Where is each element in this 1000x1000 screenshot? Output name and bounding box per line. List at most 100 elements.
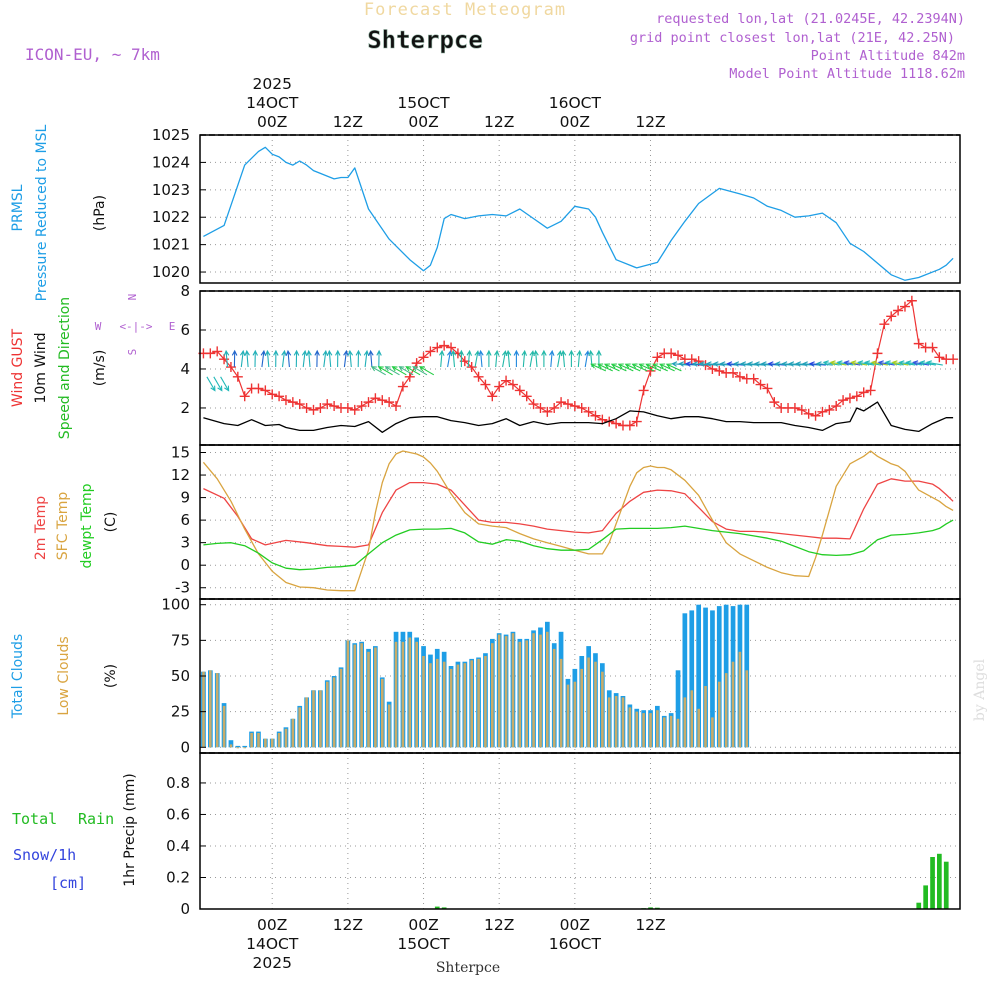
low-clouds-bar [546,631,549,748]
wind-arrow [474,350,480,368]
gust-marker [755,379,766,390]
low-clouds-bar [360,643,363,748]
label-total: Total [12,810,57,828]
panel-grid-pressure [200,134,960,283]
wind-arrow [264,349,271,368]
wind-arrow [363,349,370,368]
low-clouds-bar [511,633,515,748]
gust-marker [225,362,236,373]
y-tick-label-temperature: 0 [180,556,190,574]
wind-arrow [446,350,453,368]
gust-marker [487,391,498,402]
gust-marker [535,402,546,413]
low-clouds-bar [663,717,666,748]
model-label: ICON-EU, ~ 7km [25,45,160,64]
requested-coords: requested lon,lat (21.0245E, 42.2394N) [656,11,965,27]
gust-marker [308,404,319,415]
wind-arrow [273,349,279,368]
gust-marker [893,305,904,316]
wind-arrow [624,363,641,372]
panel-grid-temperature [200,445,960,599]
y-tick-label-pressure: 1022 [152,208,190,226]
wind-arrow [645,363,662,372]
y-tick-label-wind: 6 [180,321,190,339]
time-label-bottom: 16OCT [549,935,602,953]
panel-grid-precip [200,753,960,910]
time-label-bottom: 12Z [333,916,363,934]
gust-marker [948,354,959,365]
wind-arrow [925,360,943,366]
gust-marker [858,387,869,398]
low-clouds-bar [381,678,384,748]
low-clouds-bar [491,643,494,748]
low-clouds-bar [594,661,597,748]
gust-marker [301,402,312,413]
label-speed-direction: Speed and Direction [57,297,73,439]
low-clouds-bar [229,744,233,748]
y-tick-label-precip: 0.2 [166,868,190,886]
gust-marker [666,348,677,359]
low-clouds-bar [642,713,645,748]
gust-marker [397,381,408,392]
low-clouds-bar [539,634,542,748]
gust-marker [638,385,649,396]
wind-arrow [529,350,535,368]
gust-marker [549,402,560,413]
wind-arrow [281,349,287,368]
y-tick-label-wind: 4 [180,360,190,378]
rain-bar [434,906,440,909]
low-clouds-bar [504,636,508,748]
wind-arrow [568,349,575,367]
model-point-altitude: Model Point Altitude 1118.62m [729,66,965,82]
low-clouds-bar [291,718,295,748]
wind-arrow [610,363,627,372]
wind-arrow [314,349,320,368]
time-label-bottom: 2025 [252,954,291,972]
wind-arrow [617,363,634,372]
gust-marker [803,408,814,419]
gust-marker [446,342,457,353]
footer-location: Shterpce [436,960,500,976]
low-clouds-bar [442,661,446,748]
gust-marker [796,404,807,415]
rain-bar [943,861,949,909]
low-clouds-bar [222,705,226,748]
wind-arrow [560,349,567,368]
gust-marker [267,389,278,400]
gust-marker [260,385,271,396]
compass-rose-icon: N S W E <-|-> [95,294,176,356]
low-clouds-bar [628,707,632,748]
time-label-bottom: 12Z [484,916,514,934]
low-clouds-bar [676,718,680,748]
wind-arrow [260,349,267,368]
low-clouds-bar [305,697,308,748]
wind-arrow [398,366,414,376]
gust-marker [831,401,842,412]
label-10m-wind: 10m Wind [33,332,49,403]
time-label-top: 00Z [257,113,287,131]
label-wind-gust: Wind GUST [10,328,26,407]
wind-arrow [521,349,528,368]
gust-marker [253,383,264,394]
rain-bar [648,907,653,909]
wind-arrow [213,376,223,392]
wind-arrow [391,366,407,376]
wind-arrow [370,366,386,376]
gust-marker [652,352,663,363]
low-clouds-bar [387,704,391,748]
series-line-prmsl [203,146,954,281]
low-clouds-bar [353,644,357,748]
total-clouds-bar [716,606,722,748]
time-label-top: 16OCT [549,94,602,112]
gust-marker [734,371,745,382]
grid [200,134,960,910]
rain-bar [937,853,942,909]
low-clouds-bar [573,681,577,748]
y-tick-label-pressure: 1025 [152,126,190,144]
low-clouds-bar [621,697,625,748]
low-clouds-bar [326,681,329,748]
gust-marker [363,397,374,408]
wind-arrow [322,349,329,368]
wind-arrow [533,349,539,368]
series-line-dewpt-temp [203,519,954,571]
